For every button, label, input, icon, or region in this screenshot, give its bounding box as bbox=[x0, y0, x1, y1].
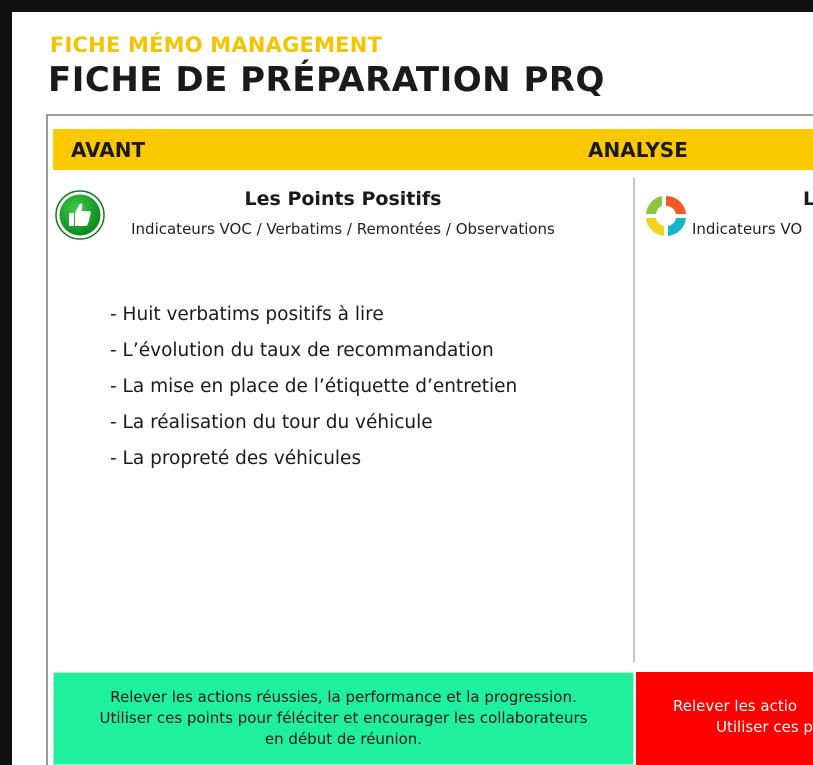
second-column-subtitle: Indicateurs VO bbox=[692, 220, 803, 238]
column-divider bbox=[633, 178, 635, 662]
second-footer-line: Relever les actio bbox=[673, 697, 798, 715]
list-item: - Huit verbatims positifs à lire bbox=[110, 304, 384, 325]
page-title: FICHE DE PRÉPARATION PRQ bbox=[48, 60, 605, 100]
positive-points-list: - Huit verbatims positifs à lire - L’évo… bbox=[110, 302, 517, 482]
section-header-bar: AVANT ANALYSE bbox=[53, 129, 813, 170]
second-footer-line: Utiliser ces p bbox=[716, 718, 813, 736]
list-item: - La réalisation du tour du véhicule bbox=[110, 412, 433, 433]
second-column-footer: Relever les actio Utiliser ces p bbox=[636, 672, 813, 765]
positive-footer-line: Relever les actions réussies, la perform… bbox=[110, 688, 577, 706]
section-label-avant: AVANT bbox=[71, 138, 146, 162]
cycle-arrows-icon bbox=[646, 195, 686, 236]
document-kicker: FICHE MÉMO MANAGEMENT bbox=[50, 33, 383, 57]
second-column-heading: L bbox=[803, 188, 813, 210]
thumbs-up-icon bbox=[55, 190, 105, 240]
section-label-analyse: ANALYSE bbox=[588, 138, 688, 162]
positive-points-subtitle: Indicateurs VOC / Verbatims / Remontées … bbox=[131, 220, 555, 238]
content-frame bbox=[46, 114, 813, 765]
positive-footer-line: en début de réunion. bbox=[264, 730, 423, 748]
positive-points-footer: Relever les actions réussies, la perform… bbox=[53, 672, 634, 765]
positive-footer-line: Utiliser ces points pour féléciter et en… bbox=[99, 709, 588, 727]
positive-points-heading: Les Points Positifs bbox=[244, 188, 442, 210]
list-item: - La mise en place de l’étiquette d’entr… bbox=[110, 376, 518, 397]
list-item: - La propreté des véhicules bbox=[110, 448, 362, 469]
list-item: - L’évolution du taux de recommandation bbox=[110, 340, 494, 361]
second-footer-text: Relever les actio Utiliser ces p bbox=[636, 672, 813, 738]
positive-footer-text: Relever les actions réussies, la perform… bbox=[54, 673, 633, 750]
memo-sheet: FICHE MÉMO MANAGEMENT FICHE DE PRÉPARATI… bbox=[12, 12, 813, 765]
